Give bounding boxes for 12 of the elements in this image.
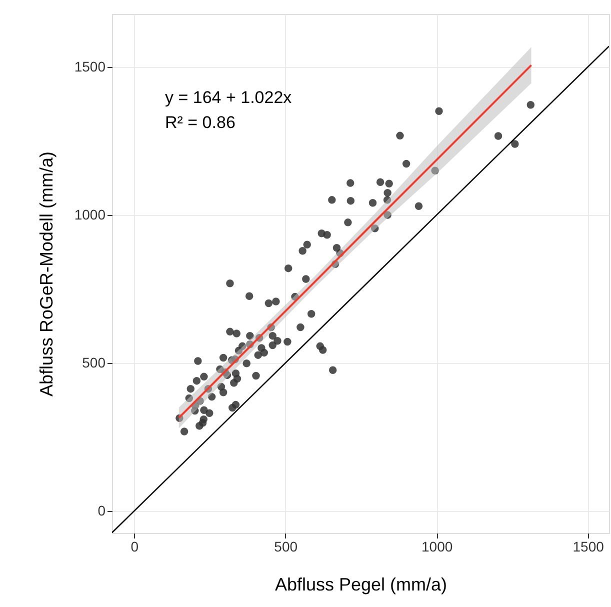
y-axis-title: Abfluss RoGeR-Modell (mm/a) xyxy=(36,151,56,397)
y-tick-label: 500 xyxy=(82,354,106,371)
x-tick-label: 0 xyxy=(130,538,139,554)
x-tick-label: 1000 xyxy=(422,538,453,554)
y-tick-label: 0 xyxy=(98,502,106,519)
x-axis-title: Abfluss Pegel (mm/a) xyxy=(274,574,448,594)
y-tick-label: 1500 xyxy=(74,58,106,74)
y-tick-label: 1000 xyxy=(74,206,106,223)
annotation: y = 164 + 1.022x xyxy=(165,88,292,107)
x-tick-label: 1500 xyxy=(572,538,604,554)
x-tick-label: 500 xyxy=(274,538,298,554)
annotation: R² = 0.86 xyxy=(165,113,236,132)
